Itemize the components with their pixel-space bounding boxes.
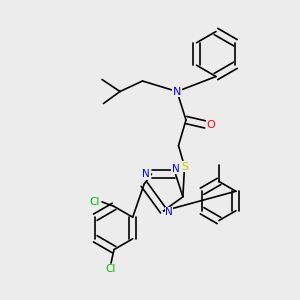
Text: N: N <box>165 207 173 218</box>
Text: Cl: Cl <box>106 264 116 274</box>
Text: N: N <box>172 164 179 174</box>
Text: N: N <box>142 169 150 179</box>
Text: Cl: Cl <box>89 197 100 207</box>
Text: O: O <box>206 119 215 130</box>
Text: N: N <box>173 86 181 97</box>
Text: S: S <box>181 161 188 172</box>
